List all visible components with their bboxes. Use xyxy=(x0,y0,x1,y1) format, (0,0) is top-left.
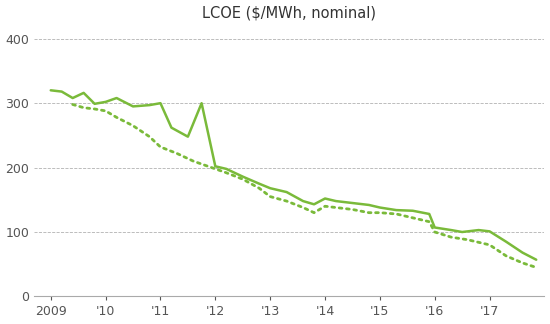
Title: LCOE ($/MWh, nominal): LCOE ($/MWh, nominal) xyxy=(202,6,376,20)
